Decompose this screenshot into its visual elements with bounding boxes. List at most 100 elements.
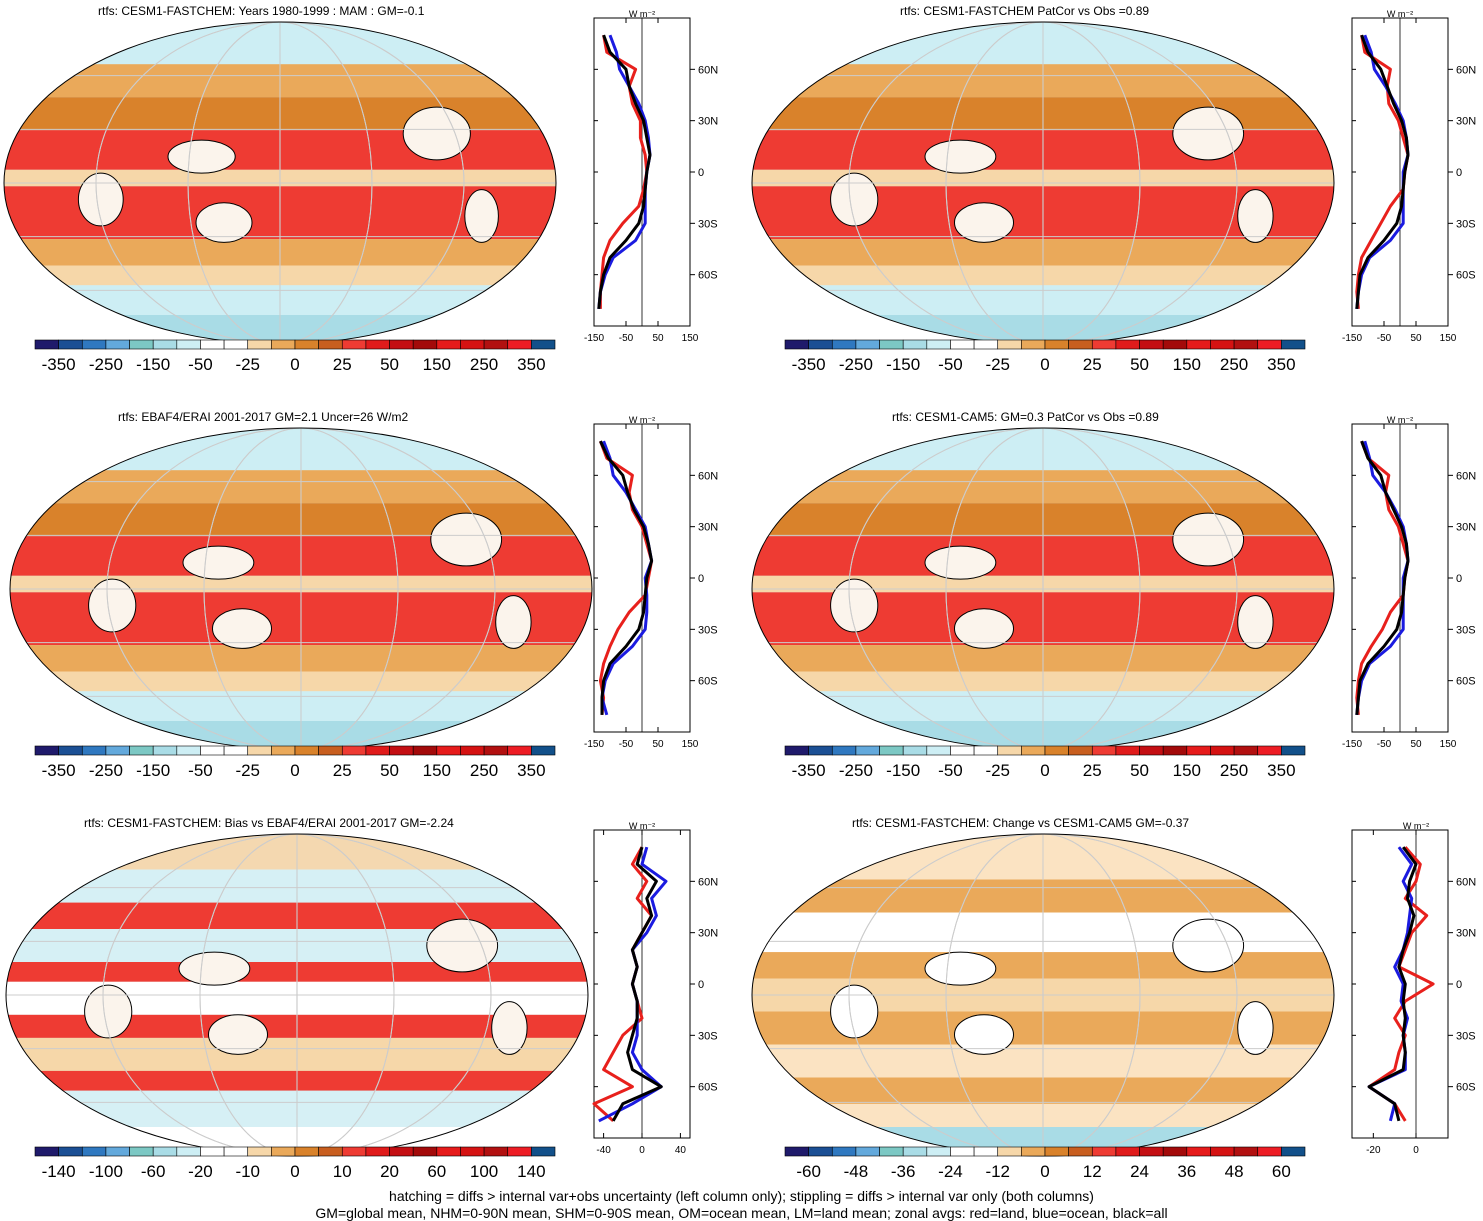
colorbar-box — [81, 339, 107, 350]
y-tick-label: 60S — [1456, 270, 1476, 282]
colorbar-label: 50 — [380, 761, 399, 780]
panel-title: rtfs: CESM1-CAM5: GM=0.3 PatCor vs Obs =… — [892, 410, 1159, 424]
colorbar-label: -140 — [42, 1162, 76, 1181]
colorbar-box — [105, 339, 130, 350]
panel-4: rtfs: CESM1-CAM5: GM=0.3 PatCor vs Obs =… — [742, 406, 1483, 812]
panel-title: rtfs: CESM1-FASTCHEM: Years 1980-1999 : … — [98, 4, 425, 18]
x-tick-label: -150 — [584, 739, 604, 750]
colorbar-box — [1186, 339, 1211, 350]
colorbar-box — [1044, 1146, 1069, 1157]
colorbar-label: 0 — [290, 355, 299, 374]
colorbar-box — [389, 339, 414, 350]
x-tick-label: -50 — [1377, 333, 1392, 344]
zonal-average-plot: W m⁻² 60N 30N 0 30S 60S -40 0 40 — [592, 821, 718, 1156]
colorbar-label: 25 — [333, 355, 352, 374]
colorbar-box — [1139, 1146, 1164, 1157]
footer-line-1: hatching = diffs > internal var+obs unce… — [389, 1188, 1094, 1204]
colorbar-box — [247, 1146, 272, 1157]
colorbar-label: 250 — [1220, 355, 1248, 374]
colorbar-box — [879, 745, 904, 756]
colorbar-label: 0 — [1040, 761, 1049, 780]
colorbar-box — [436, 745, 461, 756]
colorbar-label: -350 — [42, 355, 76, 374]
colorbar-box — [1021, 339, 1046, 350]
colorbar-box — [997, 745, 1022, 756]
colorbar-box — [58, 1146, 83, 1157]
colorbar-box — [855, 1146, 880, 1157]
panel-1: rtfs: CESM1-FASTCHEM: Years 1980-1999 : … — [0, 0, 741, 406]
colorbar-box — [1068, 339, 1093, 350]
zonal-average-plot: W m⁻² 60N 30N 0 30S 60S -150 -50 50 150 — [584, 415, 718, 750]
x-tick-label: 0 — [639, 1145, 645, 1156]
colorbar-label: -25 — [235, 355, 260, 374]
x-tick-label: -50 — [619, 739, 634, 750]
zonal-line-all — [1355, 34, 1410, 310]
colorbar-label: 48 — [1225, 1162, 1244, 1181]
zonal-average-plot: W m⁻² 60N 30N 0 30S 60S -150 -50 50 150 — [584, 9, 718, 344]
colorbar-box — [1021, 1146, 1046, 1157]
x-tick-label: 50 — [1410, 739, 1422, 750]
colorbar-box — [436, 339, 461, 350]
colorbar-label: -25 — [985, 761, 1010, 780]
colorbar-label: 20 — [380, 1162, 399, 1181]
colorbar-label: 25 — [1083, 761, 1102, 780]
colorbar-label: 25 — [1083, 355, 1102, 374]
x-tick-label: -40 — [596, 1145, 611, 1156]
map-field — [4, 22, 556, 344]
y-tick-label: 60N — [1456, 470, 1476, 482]
colorbar-boxes — [784, 745, 1306, 756]
colorbar-box — [1044, 339, 1069, 350]
x-tick-label: 50 — [652, 739, 664, 750]
colorbar-label: 140 — [517, 1162, 545, 1181]
y-tick-label: 60N — [698, 470, 718, 482]
colorbar-box — [950, 339, 975, 350]
colorbar-label: -250 — [839, 761, 873, 780]
colorbar-box — [152, 1146, 178, 1157]
colorbar-box — [531, 1146, 556, 1157]
colorbar-box — [294, 1146, 319, 1157]
colorbar-box — [200, 1146, 225, 1157]
colorbar-box — [365, 745, 390, 756]
colorbar-label: -36 — [891, 1162, 916, 1181]
panel-title: rtfs: CESM1-FASTCHEM: Change vs CESM1-CA… — [852, 816, 1190, 830]
colorbar-box — [1186, 745, 1211, 756]
colorbar-box — [879, 1146, 904, 1157]
colorbar-box — [808, 745, 833, 756]
colorbar-box — [1162, 745, 1188, 756]
colorbar-box — [926, 1146, 951, 1157]
y-tick-label: 30N — [698, 116, 718, 128]
colorbar-box — [105, 745, 130, 756]
colorbar-label: -25 — [985, 355, 1010, 374]
colorbar-box — [318, 745, 343, 756]
colorbar-box — [808, 339, 833, 350]
colorbar-label: 25 — [333, 761, 352, 780]
colorbar-box — [1281, 1146, 1306, 1157]
colorbar-box — [1068, 1146, 1093, 1157]
colorbar-label: 150 — [423, 355, 451, 374]
colorbar-box — [129, 1146, 154, 1157]
panel-title: rtfs: EBAF4/ERAI 2001-2017 GM=2.1 Uncer=… — [118, 410, 409, 424]
panel-6: rtfs: CESM1-FASTCHEM: Change vs CESM1-CA… — [742, 812, 1483, 1218]
colorbar-box — [129, 745, 154, 756]
colorbar-box — [1091, 1146, 1117, 1157]
colorbar-label: -12 — [985, 1162, 1010, 1181]
colorbar-box — [1186, 1146, 1211, 1157]
colorbar-box — [507, 745, 532, 756]
colorbar: -140 -100 -60 -20 -10 0 10 20 60 100 140 — [34, 1146, 556, 1181]
global-map — [751, 427, 1335, 751]
colorbar-label: -50 — [188, 355, 213, 374]
panel-2: rtfs: CESM1-FASTCHEM PatCor vs Obs =0.89… — [742, 0, 1483, 406]
colorbar-box — [1139, 745, 1164, 756]
colorbar-label: -25 — [235, 761, 260, 780]
colorbar-box — [1233, 1146, 1259, 1157]
x-tick-label: 150 — [1440, 739, 1457, 750]
colorbar-box — [831, 745, 857, 756]
colorbar-box — [1115, 1146, 1140, 1157]
colorbar-box — [223, 1146, 249, 1157]
colorbar-box — [200, 339, 225, 350]
colorbar-box — [81, 1146, 107, 1157]
colorbar-box — [318, 1146, 343, 1157]
colorbar-box — [460, 745, 485, 756]
colorbar-label: -100 — [89, 1162, 123, 1181]
colorbar-box — [1091, 745, 1117, 756]
